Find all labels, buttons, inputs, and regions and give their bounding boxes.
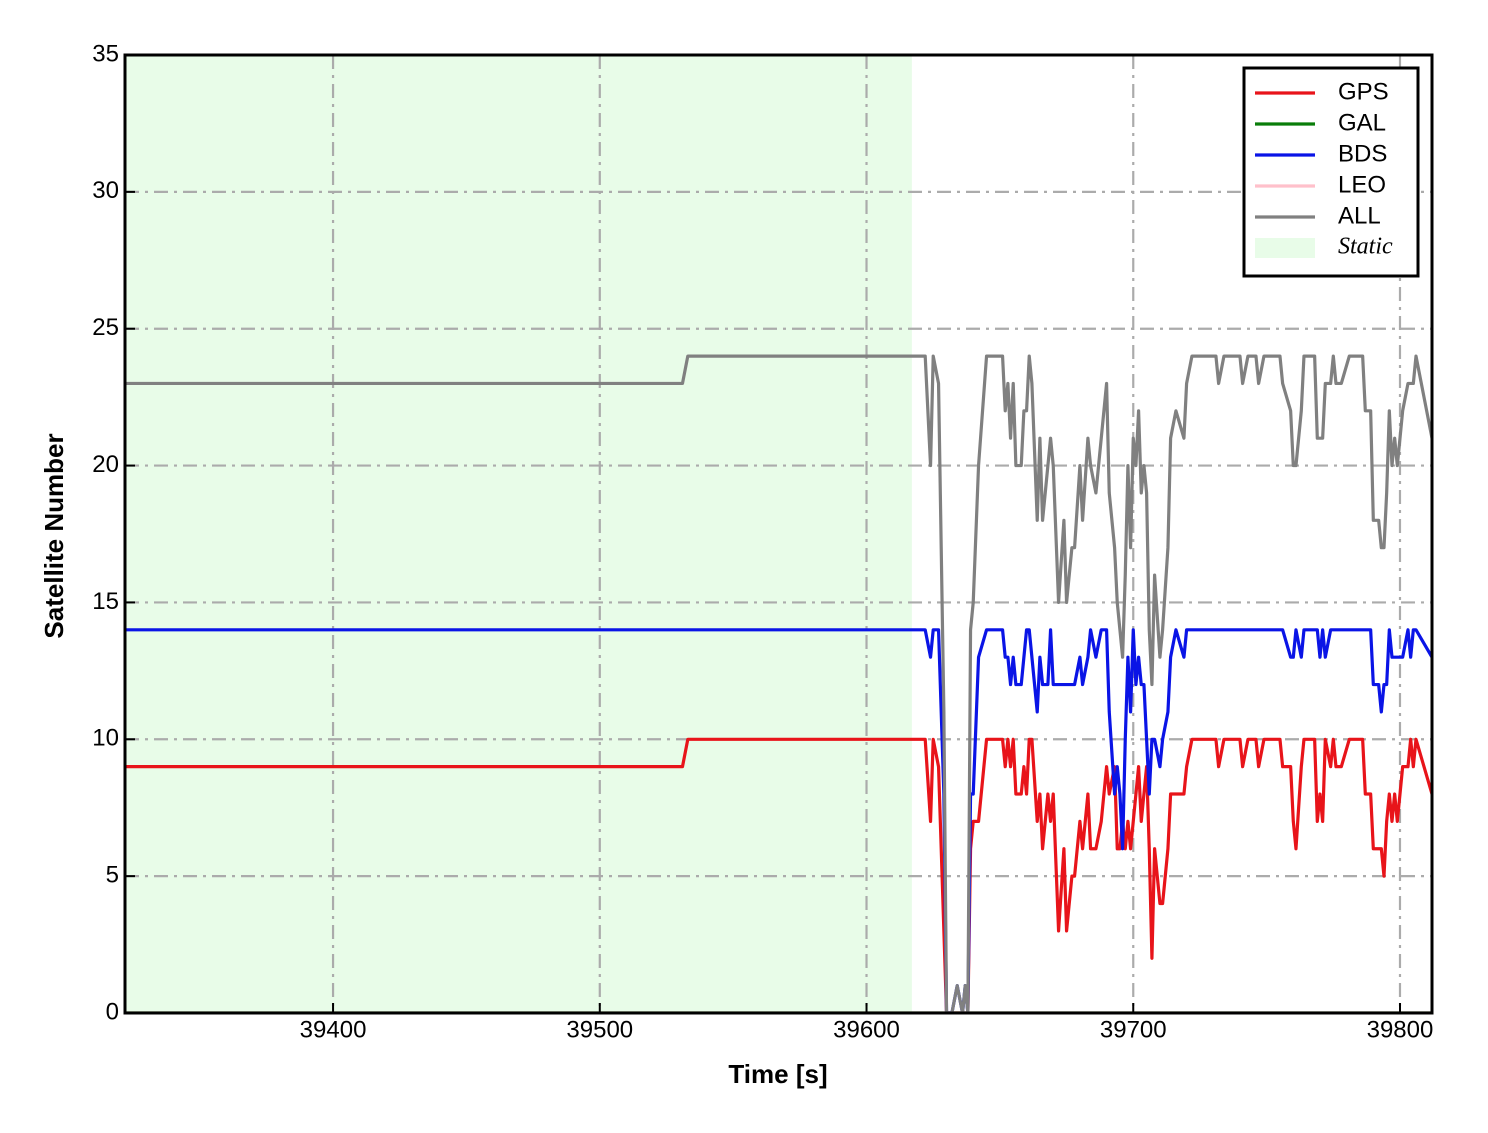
plot-frame bbox=[123, 53, 1434, 1015]
legend-swatch bbox=[1255, 238, 1315, 258]
y-tick-label: 10 bbox=[92, 725, 119, 752]
legend-label: GAL bbox=[1338, 109, 1386, 136]
static-span bbox=[125, 55, 912, 1013]
x-tick-label: 39800 bbox=[1367, 1016, 1434, 1043]
plot-content bbox=[125, 55, 1432, 1013]
y-tick-label: 35 bbox=[92, 40, 119, 67]
legend-label: LEO bbox=[1338, 171, 1386, 198]
legend-label: ALL bbox=[1338, 202, 1381, 229]
axes: 0 5 10 15 20 25 30 35 39400 39500 39600 39700 39800 G… bbox=[92, 40, 1434, 1043]
y-tick-label: 25 bbox=[92, 314, 119, 341]
y-axis-title: Satellite Number bbox=[39, 433, 69, 638]
x-tick-label: 39700 bbox=[1100, 1016, 1167, 1043]
y-tick-label: 30 bbox=[92, 177, 119, 204]
series-line bbox=[125, 354, 1432, 1013]
x-tick-label: 39400 bbox=[300, 1016, 367, 1043]
y-tick-label: 20 bbox=[92, 451, 119, 478]
y-tick-label: 15 bbox=[92, 588, 119, 615]
x-axis-title: Time [s] bbox=[728, 1059, 827, 1089]
legend-label: Static bbox=[1338, 234, 1393, 260]
y-tick-label: 5 bbox=[106, 861, 119, 888]
series-line bbox=[125, 628, 1432, 1013]
x-tick-label: 39600 bbox=[833, 1016, 900, 1043]
legend-label: BDS bbox=[1338, 140, 1387, 167]
y-tick-label: 0 bbox=[106, 998, 119, 1025]
series-line bbox=[125, 737, 1432, 1013]
legend-label: GPS bbox=[1338, 78, 1389, 105]
x-tick-label: 39500 bbox=[566, 1016, 633, 1043]
